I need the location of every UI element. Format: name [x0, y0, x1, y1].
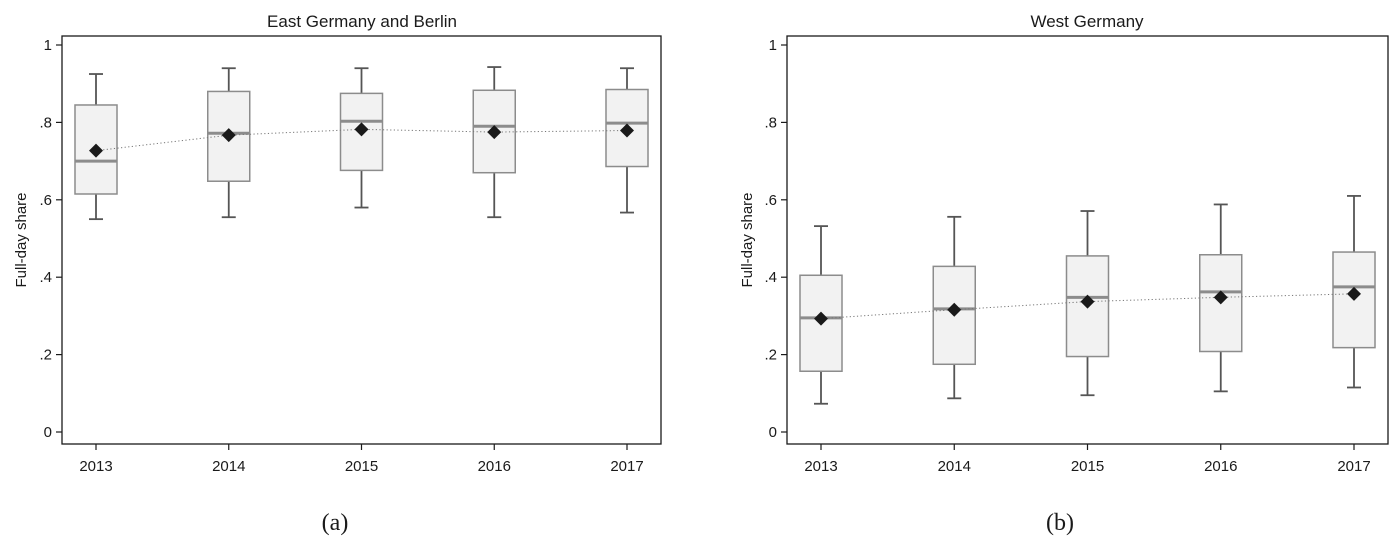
plot-area: 0 .2 .4 .6 .8 1 2013 2014 2015 2016 2017 [39, 35, 662, 475]
mean-marker [354, 122, 369, 137]
x-tick-label: 2017 [610, 458, 643, 475]
y-tick-label: .6 [764, 192, 777, 209]
y-tick-label: .6 [39, 192, 52, 209]
panel-east-germany: East Germany and Berlin Full-day share 0… [13, 12, 662, 536]
panel-west-germany: West Germany Full-day share 0 .2 .4 .6 .8 1 20… [739, 12, 1389, 536]
mean-marker [487, 125, 502, 140]
x-tick-label: 2016 [478, 458, 511, 475]
mean-marker [620, 123, 634, 138]
mean-marker [1080, 294, 1095, 309]
y-tick-label: 1 [769, 37, 777, 54]
y-tick-label: .8 [764, 114, 777, 131]
y-tick-label: 0 [769, 424, 777, 441]
x-tick-label: 2015 [345, 458, 378, 475]
x-tick-label: 2014 [212, 458, 245, 475]
mean-marker [221, 128, 236, 143]
y-tick-label: .4 [764, 269, 777, 286]
y-tick-label: 0 [44, 424, 52, 441]
mean-marker [1347, 286, 1361, 301]
mean-marker [89, 143, 103, 158]
y-tick-label: .2 [39, 347, 52, 364]
y-axis-label: Full-day share [739, 192, 756, 287]
plot-area: 0 .2 .4 .6 .8 1 2013 2014 2015 2016 2017 [764, 35, 1389, 475]
mean-marker [1213, 290, 1228, 305]
mean-marker [947, 302, 962, 317]
x-tick-label: 2013 [804, 458, 837, 475]
y-tick-label: .4 [39, 269, 52, 286]
chart-title: West Germany [1030, 12, 1144, 31]
x-tick-label: 2013 [79, 458, 112, 475]
chart-title: East Germany and Berlin [267, 12, 457, 31]
x-tick-label: 2016 [1204, 458, 1237, 475]
x-tick-label: 2017 [1337, 458, 1370, 475]
y-axis-label: Full-day share [13, 192, 30, 287]
y-tick-label: .2 [764, 347, 777, 364]
panel-caption: (a) [322, 510, 349, 536]
x-tick-label: 2014 [938, 458, 971, 475]
box [605, 88, 649, 168]
panel-caption: (b) [1046, 510, 1074, 536]
mean-marker [814, 311, 828, 326]
y-tick-label: 1 [44, 37, 52, 54]
y-tick-label: .8 [39, 114, 52, 131]
x-tick-label: 2015 [1071, 458, 1104, 475]
